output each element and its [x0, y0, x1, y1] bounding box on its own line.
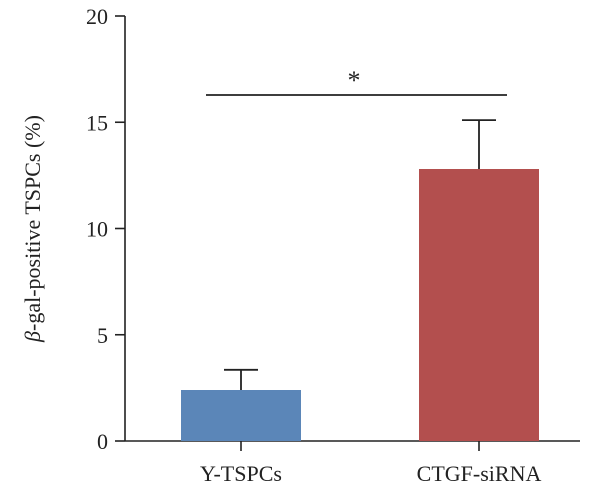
error-bars — [224, 119, 496, 390]
bar-1 — [419, 169, 539, 441]
y-tick-label-15: 15 — [86, 110, 108, 135]
x-axis: Y-TSPCs CTGF-siRNA — [125, 440, 580, 486]
x-tick-label-0: Y-TSPCs — [200, 461, 282, 486]
y-tick-label-10: 10 — [86, 217, 108, 242]
y-tick-label-0: 0 — [97, 429, 108, 454]
y-tick-label-5: 5 — [97, 323, 108, 348]
significance-annotation: * — [206, 66, 507, 96]
y-axis-title-text: -gal-positive TSPCs (%) — [20, 115, 45, 331]
bar-0 — [181, 390, 301, 441]
y-tick-label-20: 20 — [86, 4, 108, 29]
x-tick-label-1: CTGF-siRNA — [417, 461, 542, 486]
bars — [181, 169, 539, 441]
y-axis-title-symbol: β — [20, 331, 45, 343]
y-axis-title: β-gal-positive TSPCs (%) — [20, 115, 45, 343]
y-axis: 0 5 10 15 20 — [86, 4, 126, 454]
significance-star: * — [348, 66, 361, 95]
